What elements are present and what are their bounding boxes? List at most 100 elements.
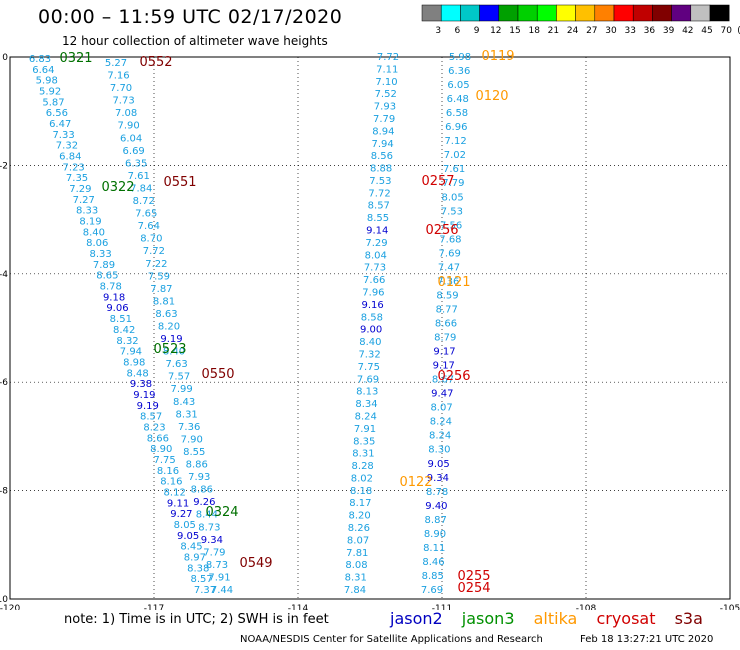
wave-height-value: 8.98: [123, 357, 145, 368]
track-label: 0256: [425, 223, 458, 238]
wave-height-value: 7.44: [211, 585, 233, 596]
wave-height-value: 7.29: [69, 184, 91, 195]
wave-height-value: 8.44: [196, 510, 218, 521]
legend-label: 18: [528, 26, 540, 36]
wave-height-value: 7.22: [145, 259, 167, 270]
wave-height-value: 8.05: [174, 520, 196, 531]
y-tick-label: -6: [0, 378, 8, 388]
wave-height-value: 7.12: [444, 136, 466, 147]
wave-height-value: 8.57: [368, 201, 390, 212]
legend-label: 70: [720, 26, 732, 36]
wave-height-value: 8.07: [430, 403, 452, 414]
legend-label: 36: [644, 26, 656, 36]
wave-height-value: 8.20: [158, 322, 180, 333]
wave-height-value: 7.33: [52, 130, 74, 141]
wave-height-value: 7.99: [170, 384, 192, 395]
wave-height-value: 5.27: [105, 58, 127, 69]
wave-height-value: 8.40: [83, 227, 105, 238]
wave-height-value: 7.16: [107, 71, 129, 82]
x-tick-label: -108: [576, 604, 597, 610]
wave-height-value: 9.19: [160, 334, 182, 345]
wave-height-value: 8.34: [355, 399, 377, 410]
legend-label: 30: [605, 26, 617, 36]
x-tick-label: -114: [288, 604, 309, 610]
wave-height-value: 5.87: [42, 97, 64, 108]
wave-height-value: 9.06: [106, 303, 128, 314]
wave-height-value: 8.86: [191, 485, 213, 496]
x-tick-label: -120: [0, 604, 20, 610]
wave-height-value: 7.11: [376, 64, 398, 75]
legend-label: 21: [548, 26, 559, 36]
wave-height-value: 8.46: [422, 557, 444, 568]
wave-height-value: 8.06: [86, 238, 108, 249]
wave-height-value: 9.16: [362, 300, 384, 311]
legend-label: 15: [509, 26, 520, 36]
wave-height-value: 8.67: [432, 375, 454, 386]
wave-height-value: 7.27: [73, 195, 95, 206]
wave-height-value: 7.69: [357, 374, 379, 385]
wave-height-value: 8.38: [187, 563, 209, 574]
wave-height-value: 7.89: [93, 260, 115, 271]
satellite-label: s3a: [674, 609, 703, 628]
wave-height-value: 6.69: [123, 146, 145, 157]
y-tick-label: -2: [0, 161, 8, 171]
wave-height-value: 8.18: [350, 486, 372, 497]
wave-height-value: 8.17: [349, 498, 371, 509]
wave-height-value: 7.94: [371, 139, 393, 150]
wave-height-value: 7.93: [188, 472, 210, 483]
wave-height-value: 8.65: [96, 271, 118, 282]
wave-height-value: 7.84: [344, 585, 366, 596]
wave-height-value: 8.31: [176, 409, 198, 420]
wave-height-value: 8.05: [441, 192, 463, 203]
track-label: 0257: [421, 174, 454, 189]
wave-height-value: 7.32: [56, 141, 78, 152]
wave-height-value: 8.45: [180, 542, 202, 553]
wave-height-value: 7.93: [374, 102, 396, 113]
y-tick-label: -8: [0, 487, 8, 497]
wave-height-value: 7.75: [153, 455, 175, 466]
wave-height-value: 7.79: [373, 114, 395, 125]
legend-label: 12: [490, 26, 501, 36]
wave-height-value: 7.81: [346, 548, 368, 559]
wave-height-value: 9.05: [427, 459, 449, 470]
wave-height-value: 7.87: [150, 284, 172, 295]
wave-height-value: 9.26: [193, 497, 215, 508]
legend-label: 6: [455, 26, 461, 36]
y-tick-label: -10: [0, 595, 8, 605]
wave-height-value: 8.24: [429, 431, 451, 442]
satellite-legend: jason2 jason3 altika cryosat s3a: [390, 609, 717, 628]
wave-height-value: 6.36: [448, 66, 470, 77]
wave-height-value: 9.47: [431, 389, 453, 400]
generated-timestamp: Feb 18 13:27:21 UTC 2020: [580, 634, 714, 645]
legend-label: 45: [701, 26, 712, 36]
track-label: 0550: [201, 367, 234, 382]
legend-label: 33: [624, 26, 635, 36]
satellite-label: altika: [533, 609, 578, 628]
track-label: 0321: [59, 51, 92, 66]
wave-height-value: 6.47: [49, 119, 71, 130]
wave-height-value: 9.19: [133, 390, 155, 401]
wave-height-value: 7.36: [437, 276, 459, 287]
wave-height-value: 6.84: [59, 152, 81, 163]
wave-height-value: 8.12: [164, 487, 186, 498]
wave-height-value: 8.90: [424, 529, 446, 540]
legend-label: 9: [474, 26, 480, 36]
wave-height-value: 7.91: [208, 572, 230, 583]
wave-height-value: 8.73: [198, 522, 220, 533]
wave-height-value: 6.96: [445, 122, 467, 133]
wave-height-value: 8.31: [352, 449, 374, 460]
wave-height-value: 7.65: [135, 209, 157, 220]
wave-height-value: 5.98: [449, 52, 471, 63]
credit-line: NOAA/NESDIS Center for Satellite Applica…: [240, 634, 543, 645]
wave-height-value: 7.63: [165, 359, 187, 370]
wave-height-value: 8.85: [422, 571, 444, 582]
wave-height-value: 5.92: [39, 87, 61, 98]
track-label: 0551: [163, 175, 196, 190]
wave-height-value: 8.02: [351, 473, 373, 484]
wave-height-value: 8.97: [184, 552, 206, 563]
wave-height-value: 7.57: [168, 372, 190, 383]
y-tick-label: 0: [2, 53, 8, 63]
wave-height-value: 8.11: [423, 543, 445, 554]
wave-height-value: 7.70: [110, 83, 132, 94]
wave-height-value: 8.57: [140, 412, 162, 423]
